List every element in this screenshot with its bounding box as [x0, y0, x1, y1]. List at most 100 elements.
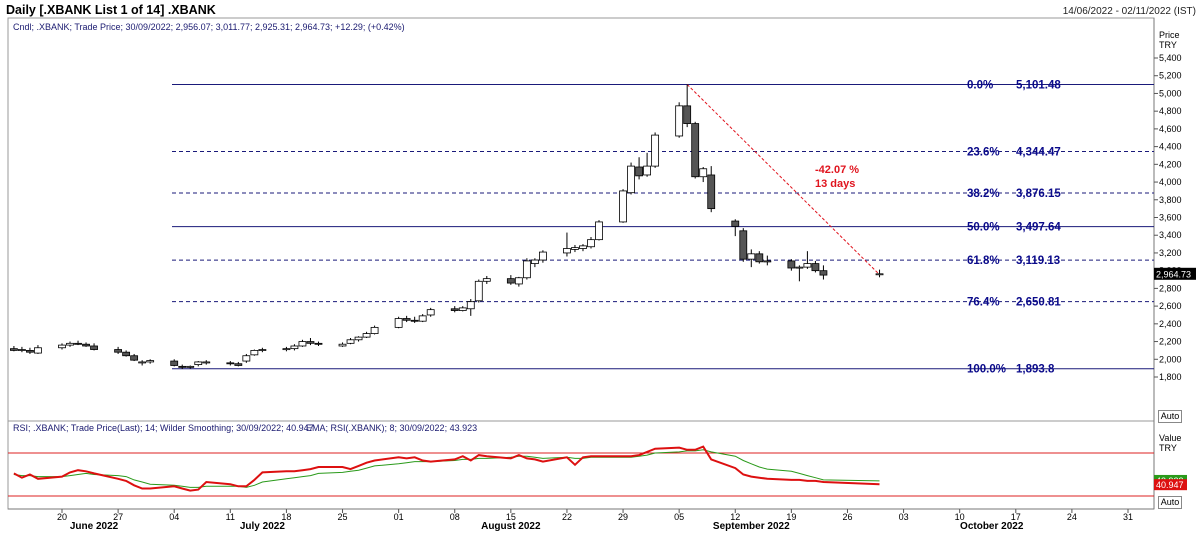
- candle-body: [178, 365, 187, 368]
- candle-body: [114, 349, 123, 353]
- candle-body: [619, 190, 627, 223]
- candle-body: [314, 342, 323, 345]
- x-tick-label: 25: [338, 512, 348, 522]
- candle-body: [426, 309, 435, 316]
- fib-value-label: 3,876.15: [1016, 188, 1061, 200]
- price-auto-button[interactable]: Auto: [1158, 410, 1182, 423]
- x-tick-label: 29: [618, 512, 628, 522]
- candle-body: [522, 260, 531, 279]
- candle-body: [290, 345, 299, 350]
- candle-body: [338, 343, 347, 347]
- price-legend: Cndl; .XBANK; Trade Price; 30/09/2022; 2…: [13, 22, 405, 32]
- candle-body: [146, 360, 155, 363]
- candle-body: [194, 361, 203, 365]
- candle-body: [571, 247, 579, 250]
- candle-body: [186, 365, 195, 368]
- fib-pct-label: 50.0%: [967, 222, 1000, 234]
- fib-pct-label: 23.6%: [967, 147, 1000, 159]
- x-tick-label: 15: [506, 512, 516, 522]
- candle-body: [675, 105, 684, 137]
- x-month-label: September 2022: [713, 521, 790, 532]
- rsi-axis-unit: TRY: [1159, 443, 1177, 453]
- candle-body: [819, 270, 828, 276]
- candle-body: [803, 263, 812, 268]
- candle-body: [595, 221, 603, 241]
- candle-body: [707, 174, 716, 210]
- candle-body: [514, 277, 523, 285]
- candle-body: [450, 308, 459, 311]
- x-tick-label: 04: [169, 512, 179, 522]
- price-tick-label: 4,000: [1159, 177, 1182, 187]
- x-tick-label: 18: [281, 512, 291, 522]
- price-tick-label: 4,200: [1159, 159, 1182, 169]
- candle-body: [234, 363, 243, 366]
- price-tick-label: 3,600: [1159, 213, 1182, 223]
- price-tick-label: 2,000: [1159, 354, 1182, 364]
- x-tick-label: 11: [226, 512, 235, 522]
- candle-body: [306, 341, 315, 344]
- x-tick-label: 05: [674, 512, 684, 522]
- fib-value-label: 3,119.13: [1016, 255, 1060, 267]
- candle-body: [74, 342, 82, 345]
- candle-body: [170, 360, 179, 366]
- fib-pct-label: 61.8%: [967, 255, 1000, 267]
- candle-body: [763, 260, 772, 263]
- candle-body: [394, 318, 403, 328]
- rsi-auto-button[interactable]: Auto: [1158, 496, 1182, 509]
- price-tick-label: 5,400: [1159, 53, 1182, 63]
- rsi-legend: RSI; .XBANK; Trade Price(Last); 14; Wild…: [13, 423, 314, 433]
- candle-body: [683, 105, 692, 124]
- x-tick-label: 01: [394, 512, 404, 522]
- candle-body: [506, 278, 515, 284]
- candle-body: [458, 307, 467, 311]
- ema-series-line: [13, 449, 880, 488]
- candle-body: [346, 339, 355, 344]
- price-tick-label: 2,800: [1159, 283, 1182, 293]
- rsi-last-box: [1154, 479, 1187, 491]
- price-tick-label: 2,400: [1159, 319, 1182, 329]
- candle-body: [138, 361, 147, 364]
- x-tick-label: 24: [1067, 512, 1077, 522]
- fib-value-label: 5,101.48: [1016, 79, 1061, 91]
- x-tick-label: 10: [955, 512, 965, 522]
- x-tick-label: 27: [113, 512, 123, 522]
- price-axis-unit: TRY: [1159, 40, 1177, 50]
- x-tick-label: 12: [730, 512, 740, 522]
- candle-body: [474, 280, 483, 302]
- candle-body: [202, 361, 211, 364]
- move-annotation: 13 days: [815, 178, 855, 190]
- fib-value-label: 2,650.81: [1016, 297, 1061, 309]
- fib-value-label: 4,344.47: [1016, 147, 1061, 159]
- rsi-axis-title: Value: [1159, 433, 1181, 443]
- candle-body: [699, 168, 708, 178]
- trend-line: [686, 84, 880, 276]
- price-tick-label: 3,400: [1159, 230, 1182, 240]
- x-tick-label: 08: [450, 512, 460, 522]
- candle-body: [34, 347, 42, 354]
- x-tick-label: 17: [1011, 512, 1021, 522]
- date-range: 14/06/2022 - 02/11/2022 (IST): [1062, 6, 1196, 17]
- candle-body: [10, 348, 18, 351]
- candle-body: [298, 341, 307, 347]
- candle-body: [418, 315, 427, 322]
- price-tick-label: 1,800: [1159, 372, 1182, 382]
- x-tick-label: 26: [842, 512, 852, 522]
- candle-body: [26, 350, 34, 353]
- price-tick-label: 4,600: [1159, 124, 1182, 134]
- candle-body: [627, 165, 635, 194]
- move-annotation: -42.07 %: [815, 164, 859, 176]
- x-tick-label: 31: [1123, 512, 1133, 522]
- x-month-label: June 2022: [70, 521, 119, 532]
- candle-body: [739, 230, 748, 260]
- price-tick-label: 3,800: [1159, 195, 1182, 205]
- candle-body: [82, 343, 90, 347]
- candle-body: [466, 301, 475, 310]
- price-tick-label: 4,400: [1159, 142, 1182, 152]
- rsi-series-line: [13, 445, 880, 492]
- candle-body: [811, 263, 820, 272]
- candle-body: [539, 251, 547, 261]
- fib-pct-label: 38.2%: [967, 188, 1000, 200]
- fib-pct-label: 100.0%: [967, 364, 1006, 376]
- candle-body: [747, 253, 756, 260]
